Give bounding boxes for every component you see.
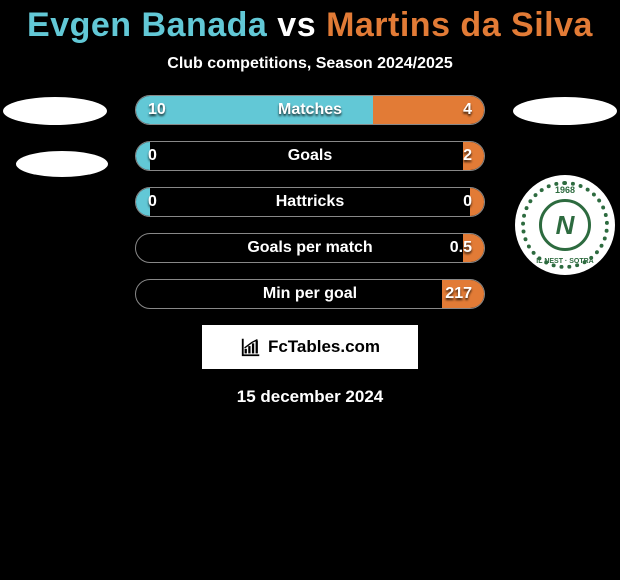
club-badge-icon: 1968 N IL NEST · SOTRA	[515, 175, 615, 275]
player-b-placeholder-icon	[513, 97, 617, 125]
player-a-club-placeholder-icon	[16, 151, 108, 177]
subtitle: Club competitions, Season 2024/2025	[0, 55, 620, 73]
stat-label: Goals per match	[136, 234, 484, 262]
badge-letter: N	[539, 199, 591, 251]
chart-icon	[240, 336, 262, 358]
stat-row: 00Hattricks	[135, 187, 485, 217]
date-text: 15 december 2024	[10, 387, 610, 407]
page-title: Evgen Banada vs Martins da Silva	[0, 0, 620, 45]
player-a-side	[0, 95, 110, 177]
stat-label: Hattricks	[136, 188, 484, 216]
stat-rows: 104Matches 02Goals 00Hattricks 0.5Goals per…	[135, 95, 485, 309]
stat-row: 217Min per goal	[135, 279, 485, 309]
badge-year: 1968	[555, 185, 575, 195]
stat-row: 02Goals	[135, 141, 485, 171]
player-b-side: 1968 N IL NEST · SOTRA	[510, 95, 620, 275]
stat-label: Min per goal	[136, 280, 484, 308]
vs-text: vs	[277, 6, 316, 44]
stat-label: Matches	[136, 96, 484, 124]
player-b-name: Martins da Silva	[326, 6, 593, 44]
badge-text: IL NEST · SOTRA	[536, 258, 593, 265]
watermark: FcTables.com	[202, 325, 418, 369]
player-a-placeholder-icon	[3, 97, 107, 125]
stat-row: 0.5Goals per match	[135, 233, 485, 263]
comparison-content: 1968 N IL NEST · SOTRA 104Matches 02Goals…	[0, 95, 620, 407]
watermark-text: FcTables.com	[268, 337, 380, 357]
stat-label: Goals	[136, 142, 484, 170]
stat-row: 104Matches	[135, 95, 485, 125]
player-a-name: Evgen Banada	[27, 6, 267, 44]
